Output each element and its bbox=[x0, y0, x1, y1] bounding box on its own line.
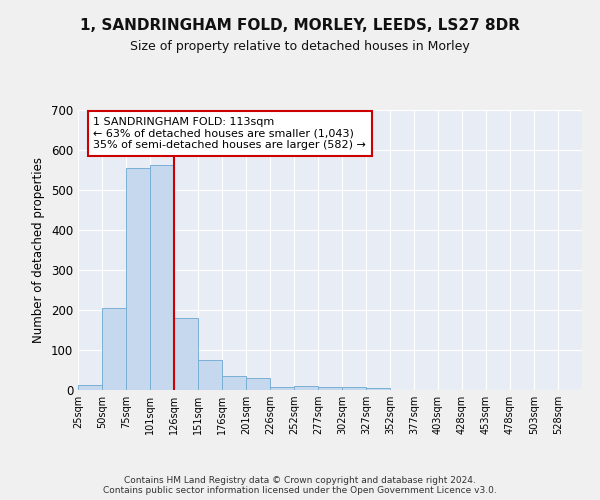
Text: Contains HM Land Registry data © Crown copyright and database right 2024.: Contains HM Land Registry data © Crown c… bbox=[124, 476, 476, 485]
Text: 1 SANDRINGHAM FOLD: 113sqm
← 63% of detached houses are smaller (1,043)
35% of s: 1 SANDRINGHAM FOLD: 113sqm ← 63% of deta… bbox=[93, 117, 366, 150]
Text: Contains public sector information licensed under the Open Government Licence v3: Contains public sector information licen… bbox=[103, 486, 497, 495]
Bar bbox=[222, 376, 246, 390]
Bar bbox=[366, 388, 390, 390]
Bar bbox=[150, 165, 174, 390]
Bar bbox=[126, 168, 150, 390]
Y-axis label: Number of detached properties: Number of detached properties bbox=[32, 157, 46, 343]
Bar bbox=[270, 387, 294, 390]
Bar bbox=[102, 308, 126, 390]
Bar bbox=[174, 318, 198, 390]
Bar bbox=[342, 387, 366, 390]
Text: Size of property relative to detached houses in Morley: Size of property relative to detached ho… bbox=[130, 40, 470, 53]
Bar bbox=[198, 360, 222, 390]
Bar bbox=[78, 385, 102, 390]
Bar bbox=[318, 387, 342, 390]
Text: 1, SANDRINGHAM FOLD, MORLEY, LEEDS, LS27 8DR: 1, SANDRINGHAM FOLD, MORLEY, LEEDS, LS27… bbox=[80, 18, 520, 32]
Bar bbox=[246, 378, 270, 390]
Bar bbox=[294, 386, 318, 390]
